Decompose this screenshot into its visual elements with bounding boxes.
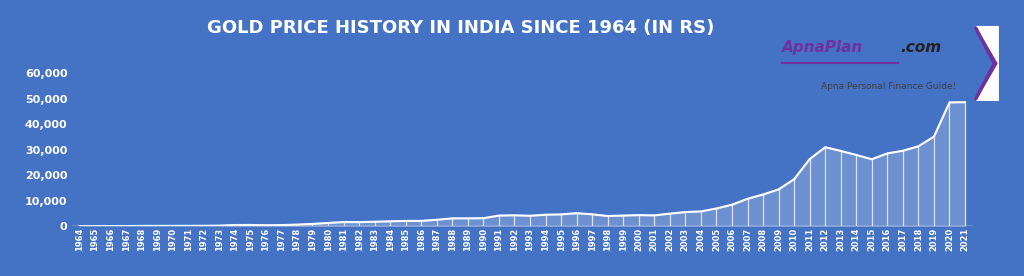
Text: .com: .com [900, 39, 941, 55]
Polygon shape [976, 26, 999, 101]
Text: GOLD PRICE HISTORY IN INDIA SINCE 1964 (IN RS): GOLD PRICE HISTORY IN INDIA SINCE 1964 (… [207, 19, 715, 37]
Text: Apna Personal Finance Guide!: Apna Personal Finance Guide! [820, 83, 956, 91]
Text: ApnaPlan: ApnaPlan [782, 39, 863, 55]
